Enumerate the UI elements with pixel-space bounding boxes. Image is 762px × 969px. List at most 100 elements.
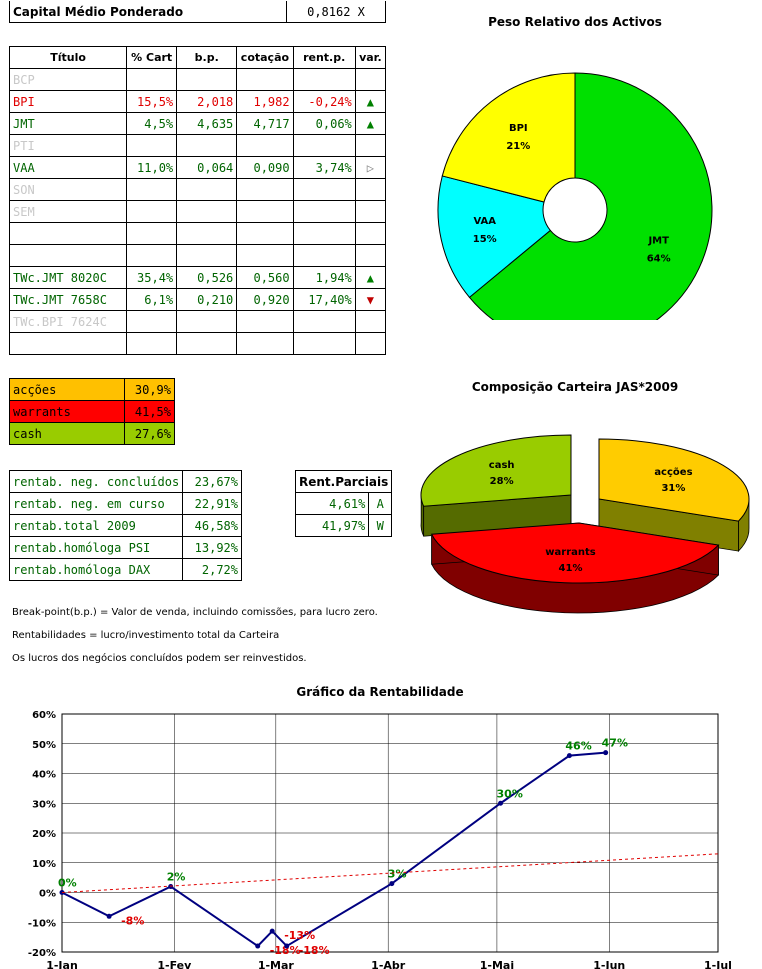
table-row: SON (8, 178, 387, 201)
y-tick-label: 0% (39, 889, 56, 900)
cell-rent: 0,06% (292, 112, 356, 135)
y-tick-label: 50% (32, 740, 56, 751)
cell-bp (176, 310, 238, 333)
capital-table: Capital Médio Ponderado 0,8162 X (9, 1, 386, 23)
assets-header-row: Título % Cart b.p. cotação rent.p. var. (8, 46, 387, 69)
data-label: -13% (284, 929, 315, 942)
parciais-header: Rent.Parciais (294, 470, 393, 493)
table-row: PTI (8, 134, 387, 157)
table-row (8, 332, 387, 355)
donut-slice-bpi (441, 72, 576, 203)
pie3d-value: 31% (661, 483, 685, 494)
note-3: Os lucros dos negócios concluídos podem … (12, 653, 307, 664)
cell-bp: 0,526 (176, 266, 238, 289)
y-tick-label: 20% (32, 829, 56, 840)
cell-cart: 15,5% (126, 90, 178, 113)
data-label: -8% (121, 914, 144, 927)
pie3d-slice-cash (420, 434, 572, 507)
col-cotacao: cotação (236, 46, 294, 69)
col-title: Título (8, 46, 128, 69)
cell-var: ▲ (354, 112, 387, 135)
cell-rent (292, 68, 356, 91)
table-row: BCP (8, 68, 387, 91)
cell-cart (126, 178, 178, 201)
arrow-up-icon: ▲ (366, 116, 374, 131)
y-tick-label: -20% (28, 948, 56, 959)
cell-cart (126, 134, 178, 157)
cell-rent (292, 332, 356, 355)
x-tick-label: 1-Jan (46, 959, 78, 969)
composition-value: 41,5% (124, 400, 175, 423)
cell-rent (292, 244, 356, 267)
composition-label: warrants (9, 400, 125, 423)
data-label: 2% (167, 871, 186, 884)
cell-cart (126, 68, 178, 91)
cell-var (354, 222, 387, 245)
cell-cotacao: 0,560 (236, 266, 294, 289)
cell-title (8, 332, 128, 355)
data-label: 30% (497, 787, 523, 800)
cell-cotacao: 4,717 (236, 112, 294, 135)
cell-title: BPI (8, 90, 128, 113)
cell-title: TWc.BPI 7624C (8, 310, 128, 333)
rentab-value: 13,92% (182, 536, 242, 559)
cell-cart: 11,0% (126, 156, 178, 179)
rentab-label: rentab.total 2009 (8, 514, 184, 537)
pie3d-value: 41% (559, 563, 583, 574)
cell-title: PTI (8, 134, 128, 157)
cell-var: ▷ (354, 156, 387, 179)
donut-value: 64% (647, 253, 671, 264)
cell-bp (176, 134, 238, 157)
rentab-value: 2,72% (182, 558, 242, 581)
cell-cart: 35,4% (126, 266, 178, 289)
donut-slice-jmt (468, 72, 713, 320)
cell-cotacao (236, 244, 294, 267)
note-1: Break-point(b.p.) = Valor de venda, incl… (12, 607, 378, 618)
cell-cotacao (236, 222, 294, 245)
cell-title: SON (8, 178, 128, 201)
note-2: Rentabilidades = lucro/investimento tota… (12, 630, 280, 641)
table-row: SEM (8, 200, 387, 223)
col-cart: % Cart (126, 46, 178, 69)
table-row (8, 244, 387, 267)
donut-label: VAA (473, 216, 496, 227)
cell-cart (126, 332, 178, 355)
data-label: -18% (299, 944, 330, 957)
cell-var (354, 244, 387, 267)
cell-var (354, 178, 387, 201)
series-point (269, 928, 275, 934)
cell-title (8, 222, 128, 245)
cell-cotacao (236, 178, 294, 201)
cell-rent: 3,74% (292, 156, 356, 179)
composition-row: acções 30,9% (9, 378, 175, 401)
cell-bp (176, 178, 238, 201)
composition-label: acções (9, 378, 125, 401)
rentab-label: rentab. neg. concluídos (8, 470, 184, 493)
x-tick-label: 1-Abr (371, 959, 406, 969)
parciais-table: Rent.Parciais 4,61% A 41,97% W (294, 470, 393, 537)
parciais-row: 4,61% A (294, 492, 393, 515)
pie3d-chart: acções 31% warrants 41% cash 28% (420, 434, 750, 614)
y-tick-label: 10% (32, 859, 56, 870)
rentab-value: 46,58% (182, 514, 242, 537)
line-chart: -20%-10%0%10%20%30%40%50%60%1-Jan 1-Fev 1-… (28, 710, 732, 969)
rentab-value: 23,67% (182, 470, 242, 493)
series-point (498, 800, 504, 806)
donut-label: BPI (509, 123, 528, 134)
cell-rent (292, 178, 356, 201)
pie3d-slice-warrants (430, 522, 720, 584)
parciais-value: 41,97% (294, 514, 370, 537)
parciais-tag: A (368, 492, 393, 515)
table-row: JMT 4,5% 4,635 4,717 0,06% ▲ (8, 112, 387, 135)
pie3d-label: acções (654, 467, 692, 478)
data-label: 47% (602, 737, 628, 750)
cell-bp: 4,635 (176, 112, 238, 135)
cell-bp (176, 244, 238, 267)
rentab-row: rentab.homóloga DAX 2,72% (8, 558, 242, 581)
rentab-row: rentab.homóloga PSI 13,92% (8, 536, 242, 559)
x-tick-label: 1-Mai (480, 959, 514, 969)
table-row: VAA 11,0% 0,064 0,090 3,74% ▷ (8, 156, 387, 179)
cell-cart (126, 244, 178, 267)
col-bp: b.p. (176, 46, 238, 69)
cell-title: BCP (8, 68, 128, 91)
